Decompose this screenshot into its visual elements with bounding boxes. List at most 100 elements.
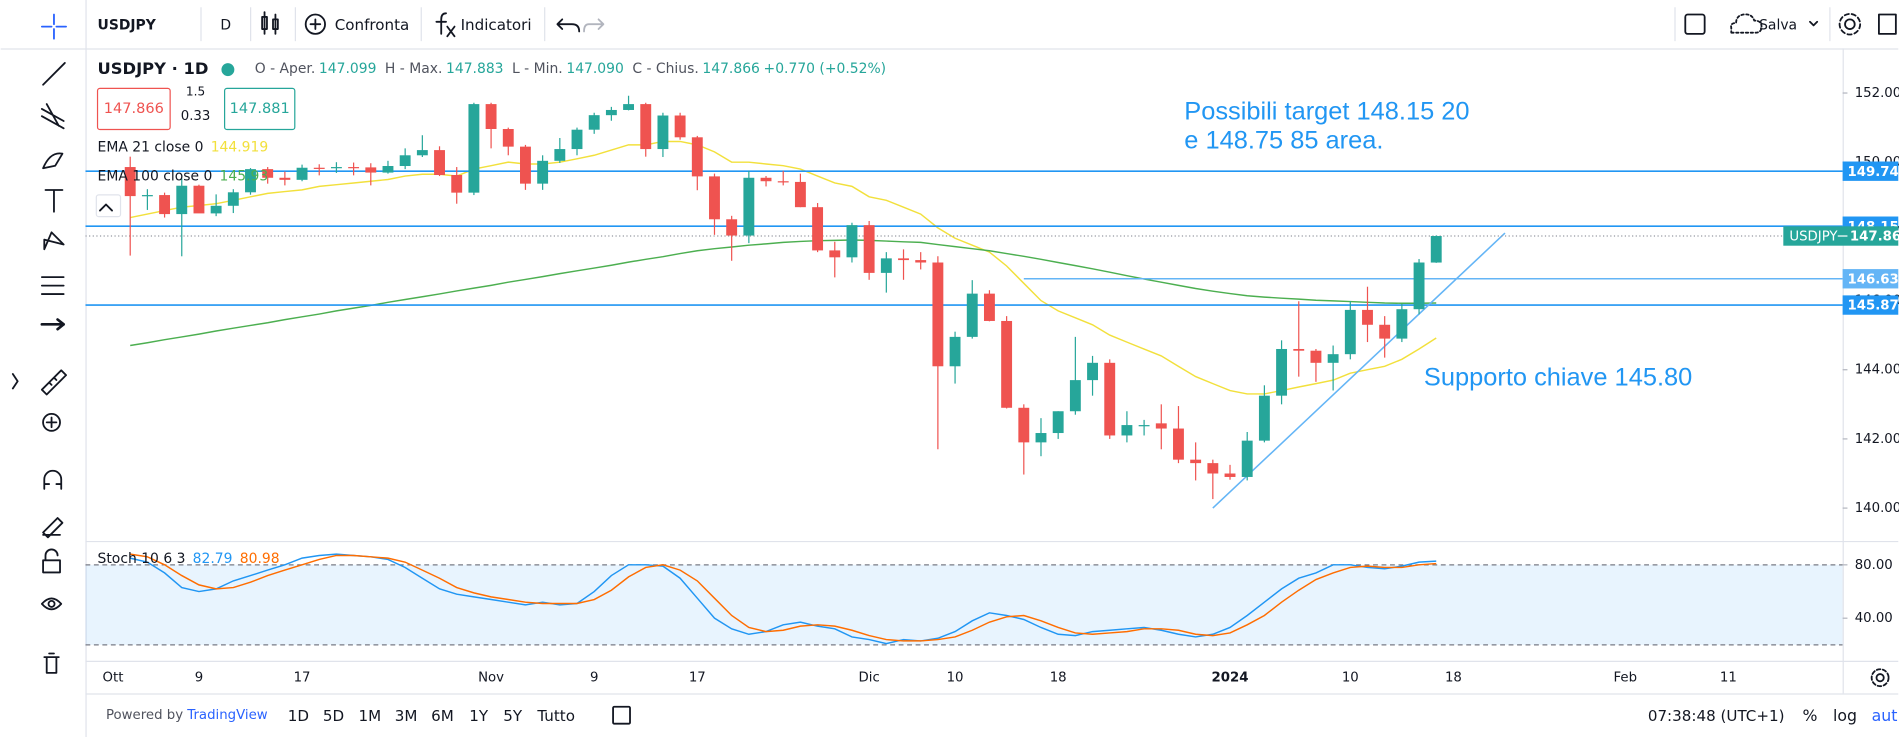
compare-icon[interactable] — [304, 13, 326, 35]
x-tick-label: 18 — [1050, 671, 1067, 686]
candle-body — [434, 150, 445, 176]
brush-tool[interactable] — [42, 152, 64, 170]
undo-icon[interactable] — [556, 18, 581, 33]
stoch-tick-label: 40.00 — [1855, 611, 1893, 626]
ema-line — [130, 239, 1437, 347]
percent-toggle[interactable]: % — [1802, 706, 1817, 725]
candle-body — [932, 262, 944, 367]
range-button[interactable]: 6M — [431, 707, 454, 725]
level-tag — [1842, 295, 1899, 315]
candle-body — [1121, 425, 1133, 436]
redo-icon[interactable] — [583, 18, 605, 33]
candle-body — [1276, 348, 1288, 396]
ema-legend-name: EMA 100 close 0 — [98, 169, 213, 185]
layout-icon[interactable] — [1684, 13, 1706, 35]
range-button[interactable]: 1D — [288, 707, 309, 725]
fullscreen-icon[interactable] — [1878, 13, 1897, 35]
candle-body — [1224, 473, 1236, 477]
lock-tool[interactable] — [42, 548, 61, 574]
candle-body — [709, 176, 720, 220]
level-tag — [1842, 161, 1899, 181]
candle-body — [1138, 425, 1150, 427]
candle-body — [829, 250, 841, 258]
stoch-line — [130, 553, 1437, 642]
ruler-tool[interactable] — [40, 369, 67, 396]
last-price-value: 147.866 — [1850, 230, 1899, 245]
candle-body — [159, 195, 171, 215]
candle-body — [210, 205, 222, 214]
magnet-tool[interactable] — [43, 469, 63, 490]
x-tick-label: 18 — [1445, 671, 1462, 686]
indicator-pane — [85, 553, 1843, 646]
zoom-tool[interactable] — [45, 416, 58, 429]
candle-body — [846, 225, 858, 258]
indicators-icon[interactable] — [435, 12, 456, 38]
pitchfork-tool[interactable] — [40, 103, 65, 130]
candle-body — [262, 169, 274, 178]
arrow-tool[interactable] — [40, 318, 65, 331]
sell-price: 147.866 — [104, 101, 164, 117]
drawing-tools[interactable] — [11, 13, 67, 674]
candle-body — [382, 166, 394, 173]
cloud-icon[interactable] — [1730, 13, 1763, 34]
lock-drawings-tool[interactable] — [42, 517, 64, 539]
range-button[interactable]: 5D — [323, 707, 344, 725]
remove-tool[interactable] — [43, 652, 60, 674]
visibility-tool-pupil[interactable] — [47, 599, 56, 608]
brand-link[interactable]: TradingView — [186, 708, 267, 723]
last-price-symbol: USDJPY — [1789, 230, 1838, 245]
legend-high: 147.883 — [446, 61, 504, 77]
ema-legend-value: 145.93 — [220, 169, 269, 185]
toolbar-separators — [200, 7, 1831, 42]
pattern-tool[interactable] — [43, 231, 65, 251]
candle-body — [588, 115, 600, 130]
range-button[interactable]: 3M — [395, 707, 418, 725]
candle-body — [502, 128, 514, 147]
candle-body — [1035, 433, 1047, 443]
buy-box[interactable] — [223, 87, 296, 131]
fib-tool[interactable] — [40, 276, 65, 295]
text-tool[interactable] — [44, 189, 64, 213]
candle-body — [812, 207, 824, 251]
zoom-tool-lens[interactable] — [42, 412, 61, 432]
candle-body — [554, 149, 566, 161]
range-button[interactable]: 1M — [358, 707, 381, 725]
indicators-button[interactable]: Indicatori — [461, 16, 532, 34]
save-menu-icon[interactable] — [1809, 20, 1819, 27]
sell-box[interactable] — [96, 87, 171, 131]
candle-body — [898, 258, 909, 261]
interval-button[interactable]: D — [220, 17, 231, 33]
legend-change: +0.770 (+0.52%) — [764, 61, 887, 77]
range-button[interactable]: 5Y — [503, 707, 523, 725]
annotation: e 148.75 85 area. — [1184, 126, 1383, 154]
axis-settings-icon[interactable] — [1870, 668, 1890, 688]
ema-legend: EMA 100 close 0 145.93 — [98, 169, 269, 185]
candle-body — [983, 293, 995, 321]
settings-icon[interactable] — [1838, 13, 1862, 36]
crosshair-tool[interactable] — [40, 13, 67, 40]
goto-date-icon[interactable] — [612, 705, 631, 725]
legend-collapse-button[interactable] — [95, 194, 122, 218]
candle-body — [245, 169, 256, 193]
stoch-legend-value: 80.98 — [240, 551, 280, 567]
sidebar-toggle[interactable] — [11, 373, 19, 390]
range-button[interactable]: Tutto — [536, 707, 575, 725]
candle-body — [605, 109, 617, 116]
compare-button[interactable]: Confronta — [335, 16, 410, 34]
trendline-tool[interactable] — [42, 62, 66, 86]
candle-body — [1155, 423, 1167, 429]
candle-body — [296, 167, 308, 180]
annotation: Possibili target 148.15 20 — [1184, 97, 1469, 125]
range-button[interactable]: 1Y — [469, 707, 489, 725]
symbol-search[interactable]: USDJPY — [98, 17, 157, 33]
candle-body — [1379, 324, 1391, 339]
save-button[interactable]: Salva — [1759, 17, 1797, 33]
log-toggle[interactable]: log — [1833, 706, 1857, 725]
legend-collapse-icon[interactable] — [99, 203, 113, 212]
annotation: Supporto chiave 145.80 — [1424, 364, 1692, 392]
auto-toggle[interactable]: aut — [1872, 706, 1898, 725]
candle-body — [520, 146, 531, 184]
candles-icon[interactable] — [261, 11, 279, 35]
visibility-tool[interactable] — [40, 597, 63, 611]
